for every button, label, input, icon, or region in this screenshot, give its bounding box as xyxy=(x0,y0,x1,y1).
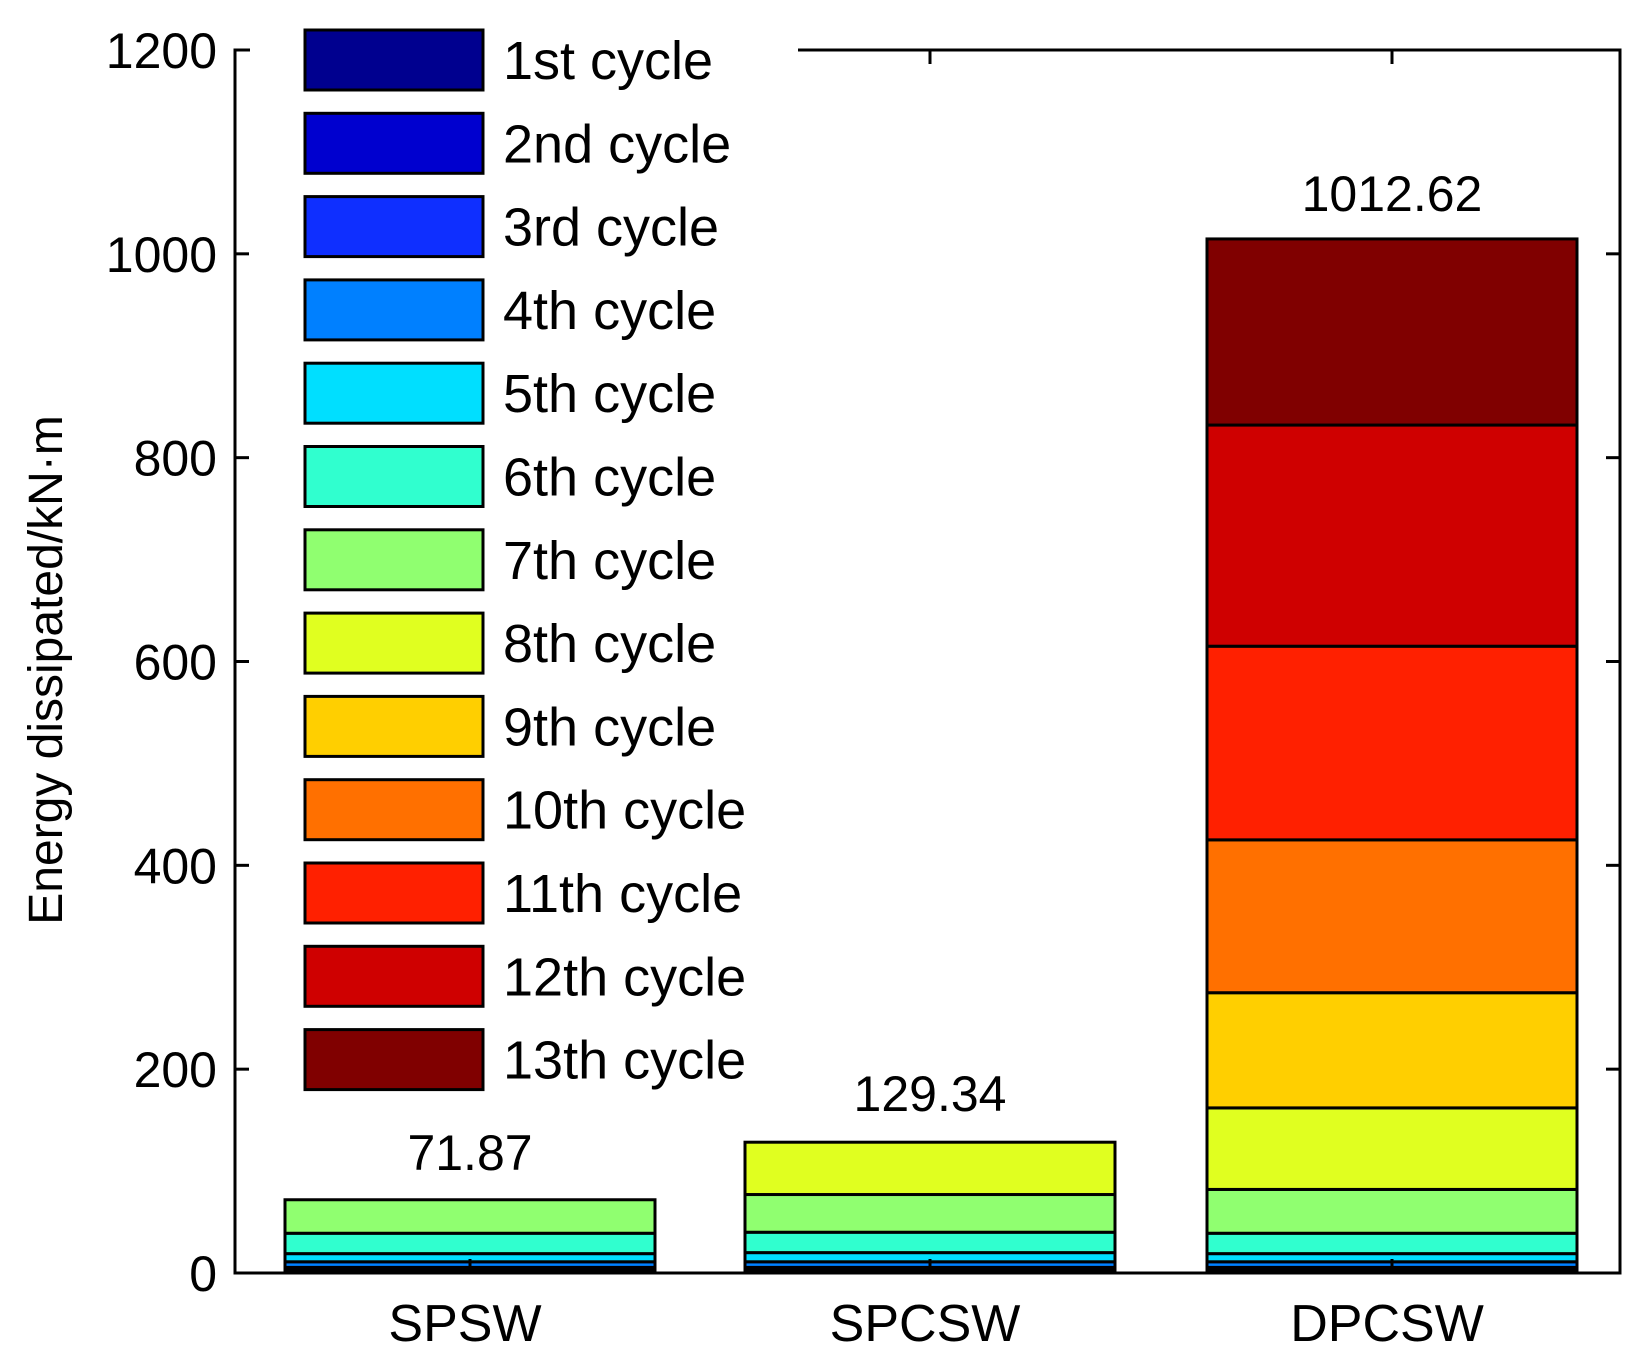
legend-swatch xyxy=(303,944,485,1008)
legend-swatch xyxy=(303,528,485,592)
legend-swatch xyxy=(303,278,485,342)
legend-label: 2nd cycle xyxy=(503,114,731,174)
y-tick-label: 400 xyxy=(134,838,217,894)
x-tick-label: SPSW xyxy=(388,1295,541,1353)
legend: 1st cycle 2nd cycle 3rd cycle 4th cycle 5th … xyxy=(303,28,746,1092)
y-tick-label: 1200 xyxy=(106,23,217,79)
x-tick-label: SPCSW xyxy=(830,1295,1021,1353)
legend-label: 10th cycle xyxy=(503,781,746,841)
ticks-layer: 0 200 400 600 800 1000 1200 xyxy=(106,23,1620,1302)
legend-label: 3rd cycle xyxy=(503,198,719,258)
legend-entry: 6th cycle xyxy=(303,445,716,508)
legend-entry: 1st cycle xyxy=(303,28,713,92)
legend-entry: 13th cycle xyxy=(303,1028,746,1092)
legend-swatch xyxy=(303,361,485,425)
legend-label: 12th cycle xyxy=(503,947,746,1007)
legend-entry: 5th cycle xyxy=(303,361,716,425)
bar-segment xyxy=(1205,1106,1579,1191)
total-label: 1012.62 xyxy=(1302,166,1483,222)
y-tick-label: 0 xyxy=(189,1246,217,1302)
bar-segment xyxy=(1205,644,1579,842)
bar-segment xyxy=(1205,1231,1579,1256)
legend-swatch xyxy=(303,778,485,842)
legend-label: 7th cycle xyxy=(503,531,716,591)
legend-entry: 10th cycle xyxy=(303,778,746,842)
legend-label: 9th cycle xyxy=(503,697,716,757)
legend-entry: 8th cycle xyxy=(303,611,716,675)
bar-segment xyxy=(283,1231,657,1256)
x-tick-label: DPCSW xyxy=(1290,1295,1484,1353)
legend-entry: 12th cycle xyxy=(303,944,746,1008)
bar-segment xyxy=(1205,838,1579,995)
legend-swatch xyxy=(303,195,485,259)
y-tick-label: 1000 xyxy=(106,227,217,283)
bar-segment xyxy=(1205,991,1579,1110)
legend-swatch xyxy=(303,28,485,92)
legend-entry: 9th cycle xyxy=(303,694,716,758)
y-axis-title: Energy dissipated/kN·m xyxy=(20,415,73,925)
bar-segment xyxy=(1205,423,1579,648)
legend-label: 4th cycle xyxy=(503,281,716,341)
legend-entry: 11th cycle xyxy=(303,861,742,925)
legend-entry: 2nd cycle xyxy=(303,111,731,175)
legend-swatch xyxy=(303,445,485,508)
total-label: 129.34 xyxy=(854,1066,1007,1122)
bar-segment xyxy=(1205,237,1579,427)
legend-label: 8th cycle xyxy=(503,614,716,674)
legend-entry: 4th cycle xyxy=(303,278,716,342)
bars-layer: 71.87 SPSW 129.34 SPCSW 1012.62 DPCSW xyxy=(283,166,1579,1353)
bar-segment xyxy=(743,1193,1117,1234)
legend-swatch xyxy=(303,694,485,758)
y-tick-label: 200 xyxy=(134,1042,217,1098)
legend-swatch xyxy=(303,861,485,925)
bar-stack-dpcsw: 1012.62 DPCSW xyxy=(1205,166,1579,1353)
bar-segment xyxy=(743,1140,1117,1197)
bar-segment xyxy=(743,1230,1117,1255)
legend-label: 5th cycle xyxy=(503,364,716,424)
legend-swatch xyxy=(303,1028,485,1092)
y-tick-label: 600 xyxy=(134,635,217,691)
legend-label: 11th cycle xyxy=(503,864,742,924)
legend-label: 13th cycle xyxy=(503,1031,746,1091)
bar-stack-spcsw: 129.34 SPCSW xyxy=(743,1066,1117,1353)
legend-entry: 7th cycle xyxy=(303,528,716,592)
legend-swatch xyxy=(303,111,485,175)
legend-label: 6th cycle xyxy=(503,448,716,508)
y-tick-label: 800 xyxy=(134,431,217,487)
total-label: 71.87 xyxy=(407,1125,532,1181)
bar-segment xyxy=(283,1198,657,1235)
bar-stack-spsw: 71.87 SPSW xyxy=(283,1125,657,1353)
legend-label: 1st cycle xyxy=(503,31,713,91)
legend-swatch xyxy=(303,611,485,675)
bar-segment xyxy=(1205,1187,1579,1235)
legend-entry: 3rd cycle xyxy=(303,195,719,259)
